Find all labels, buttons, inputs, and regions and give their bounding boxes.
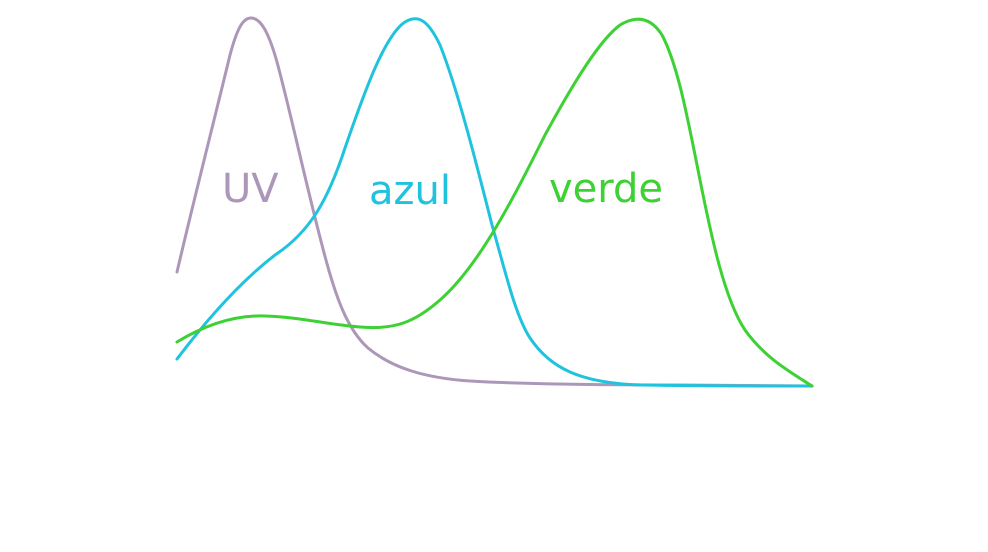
verde-curve bbox=[175, 17, 814, 388]
azul-curve bbox=[175, 17, 814, 388]
verde-label: verde bbox=[549, 166, 663, 212]
azul-label: azul bbox=[369, 168, 451, 214]
uv-curve bbox=[175, 16, 814, 388]
uv-label: UV bbox=[222, 166, 279, 212]
